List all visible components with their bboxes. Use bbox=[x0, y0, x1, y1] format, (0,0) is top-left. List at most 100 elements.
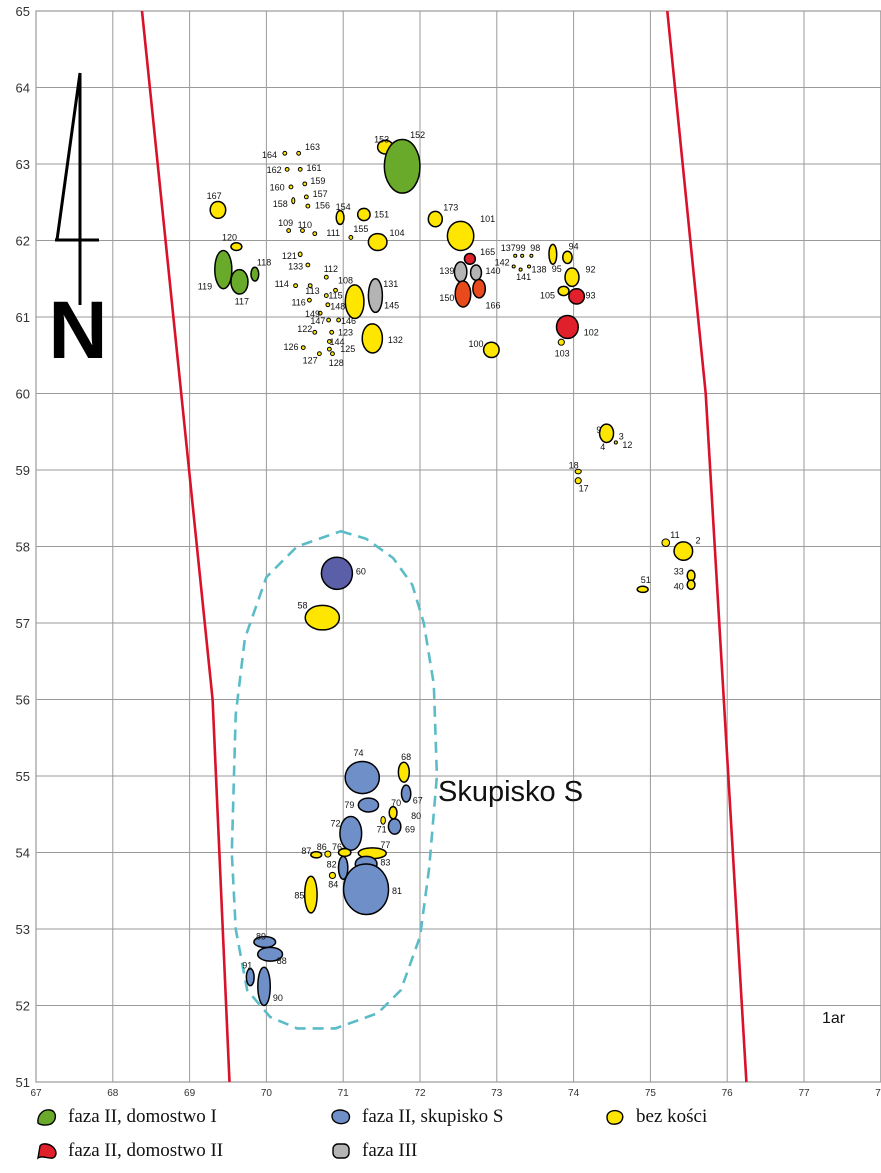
feature-label-116: 116 bbox=[291, 297, 305, 307]
feature-60 bbox=[320, 556, 354, 591]
feature-115 bbox=[323, 293, 329, 298]
feature-label-74: 74 bbox=[354, 748, 364, 758]
feature-label-103: 103 bbox=[555, 349, 570, 359]
feature-110 bbox=[300, 228, 305, 233]
feature-70 bbox=[388, 805, 398, 820]
feature-18 bbox=[574, 468, 582, 475]
feature-label-140: 140 bbox=[485, 266, 500, 276]
grid-lines bbox=[35, 10, 881, 1083]
feature-146 bbox=[336, 317, 342, 323]
feature-label-145: 145 bbox=[384, 301, 399, 311]
feature-120 bbox=[230, 242, 243, 252]
feature-141 bbox=[518, 267, 523, 272]
feature-label-121: 121 bbox=[282, 251, 297, 261]
feature-137 bbox=[513, 253, 518, 258]
y-tick-label: 58 bbox=[16, 540, 30, 555]
feature-166 bbox=[472, 278, 487, 299]
feature-159 bbox=[302, 181, 308, 187]
feature-label-72: 72 bbox=[331, 818, 341, 828]
feature-label-154: 154 bbox=[336, 202, 351, 212]
feature-140 bbox=[469, 264, 483, 282]
feature-label-80: 80 bbox=[411, 811, 421, 821]
x-tick-label: 76 bbox=[722, 1088, 734, 1099]
feature-label-102: 102 bbox=[584, 327, 599, 337]
feature-100 bbox=[482, 341, 500, 359]
feature-113 bbox=[307, 283, 313, 289]
feature-label-141: 141 bbox=[516, 272, 531, 282]
feature-label-11: 11 bbox=[670, 530, 679, 540]
feature-label-120: 120 bbox=[222, 232, 237, 242]
feature-label-94: 94 bbox=[569, 242, 579, 252]
feature-label-82: 82 bbox=[327, 860, 337, 870]
feature-90 bbox=[257, 966, 271, 1007]
feature-label-105: 105 bbox=[540, 291, 555, 301]
feature-112 bbox=[323, 274, 329, 280]
feature-139 bbox=[453, 261, 468, 283]
scale-label: 1ar bbox=[822, 1010, 846, 1027]
feature-149 bbox=[317, 310, 323, 316]
feature-label-89: 89 bbox=[256, 932, 266, 942]
feature-label-118: 118 bbox=[257, 258, 271, 268]
feature-133 bbox=[305, 262, 311, 268]
x-tick-label: 70 bbox=[261, 1088, 273, 1099]
feature-label-126: 126 bbox=[283, 342, 298, 352]
feature-label-137: 137 bbox=[501, 243, 516, 253]
feature-9 bbox=[598, 423, 615, 444]
feature-11 bbox=[661, 538, 671, 547]
feature-109 bbox=[286, 228, 292, 233]
boundary-lines bbox=[140, 10, 748, 1083]
feature-label-156: 156 bbox=[315, 200, 330, 210]
y-tick-label: 51 bbox=[16, 1075, 30, 1090]
feature-150 bbox=[454, 280, 472, 308]
feature-161 bbox=[297, 166, 303, 172]
feature-label-122: 122 bbox=[297, 324, 312, 334]
feature-51 bbox=[636, 585, 649, 594]
feature-101 bbox=[446, 220, 475, 252]
x-tick-label: 77 bbox=[798, 1088, 810, 1099]
feature-68 bbox=[397, 761, 410, 783]
feature-93 bbox=[568, 287, 586, 305]
feature-label-132: 132 bbox=[388, 335, 403, 345]
feature-label-110: 110 bbox=[298, 220, 312, 230]
feature-104 bbox=[367, 232, 388, 252]
feature-164 bbox=[282, 150, 288, 156]
feature-162 bbox=[284, 166, 290, 172]
y-tick-label: 62 bbox=[16, 234, 30, 249]
feature-167 bbox=[209, 200, 227, 220]
feature-138 bbox=[527, 264, 532, 269]
feature-127 bbox=[316, 351, 322, 357]
feature-label-88: 88 bbox=[277, 956, 287, 966]
feature-label-112: 112 bbox=[324, 264, 338, 274]
feature-105 bbox=[557, 285, 570, 297]
feature-label-160: 160 bbox=[270, 183, 285, 193]
north-arrow-head bbox=[55, 72, 82, 241]
feature-label-114: 114 bbox=[275, 279, 289, 289]
feature-74 bbox=[344, 760, 381, 795]
feature-label-149: 149 bbox=[305, 309, 320, 319]
feature-91 bbox=[245, 968, 255, 987]
feature-label-17: 17 bbox=[579, 483, 589, 493]
feature-71 bbox=[380, 816, 386, 825]
x-tick-label: 68 bbox=[107, 1088, 119, 1099]
west-boundary-line bbox=[140, 10, 231, 1083]
feature-102 bbox=[555, 314, 579, 340]
feature-label-4: 4 bbox=[600, 442, 605, 452]
feature-label-167: 167 bbox=[207, 191, 222, 201]
feature-155 bbox=[348, 235, 354, 240]
feature-147 bbox=[326, 317, 332, 323]
y-tick-label: 59 bbox=[16, 463, 30, 478]
feature-label-99: 99 bbox=[516, 243, 526, 253]
feature-label-81: 81 bbox=[392, 886, 402, 896]
feature-label-100: 100 bbox=[469, 339, 484, 349]
feature-label-95: 95 bbox=[552, 264, 562, 274]
feature-label-138: 138 bbox=[532, 265, 547, 275]
y-tick-label: 64 bbox=[16, 81, 30, 96]
feature-label-68: 68 bbox=[401, 752, 411, 762]
feature-label-93: 93 bbox=[585, 291, 595, 301]
feature-label-84: 84 bbox=[328, 880, 338, 890]
feature-131 bbox=[367, 277, 384, 314]
feature-label-159: 159 bbox=[310, 176, 325, 186]
feature-label-148: 148 bbox=[330, 301, 345, 311]
feature-117 bbox=[230, 268, 249, 295]
